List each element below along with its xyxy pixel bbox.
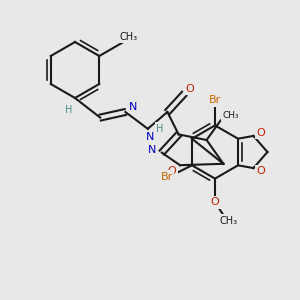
Text: O: O [256, 166, 265, 176]
Text: O: O [256, 128, 265, 138]
Text: N: N [129, 102, 138, 112]
Text: CH₃: CH₃ [222, 111, 239, 120]
Text: O: O [186, 84, 195, 94]
Text: Br: Br [209, 95, 221, 105]
Text: N: N [148, 145, 156, 154]
Text: N: N [146, 132, 154, 142]
Text: H: H [156, 124, 164, 134]
Text: O: O [211, 197, 219, 207]
Text: H: H [65, 105, 73, 115]
Text: O: O [168, 166, 176, 176]
Text: CH₃: CH₃ [220, 216, 238, 226]
Text: CH₃: CH₃ [119, 32, 138, 42]
Text: Br: Br [160, 172, 173, 182]
